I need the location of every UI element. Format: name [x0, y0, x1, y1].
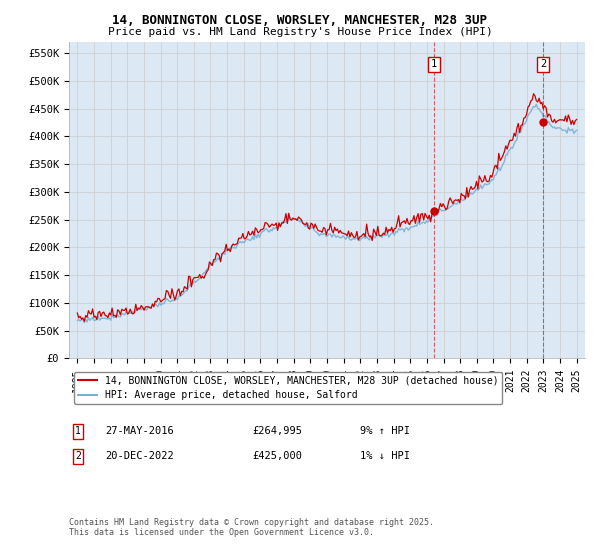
Legend: 14, BONNINGTON CLOSE, WORSLEY, MANCHESTER, M28 3UP (detached house), HPI: Averag: 14, BONNINGTON CLOSE, WORSLEY, MANCHESTE…: [74, 372, 502, 404]
Text: £264,995: £264,995: [252, 426, 302, 436]
Text: 20-DEC-2022: 20-DEC-2022: [105, 451, 174, 461]
Text: 9% ↑ HPI: 9% ↑ HPI: [360, 426, 410, 436]
Text: 2: 2: [540, 59, 546, 69]
Text: Contains HM Land Registry data © Crown copyright and database right 2025.
This d: Contains HM Land Registry data © Crown c…: [69, 518, 434, 538]
Text: 1: 1: [431, 59, 437, 69]
Text: £425,000: £425,000: [252, 451, 302, 461]
Text: 27-MAY-2016: 27-MAY-2016: [105, 426, 174, 436]
Text: 1% ↓ HPI: 1% ↓ HPI: [360, 451, 410, 461]
Text: Price paid vs. HM Land Registry's House Price Index (HPI): Price paid vs. HM Land Registry's House …: [107, 27, 493, 37]
Text: 1: 1: [75, 426, 81, 436]
Text: 14, BONNINGTON CLOSE, WORSLEY, MANCHESTER, M28 3UP: 14, BONNINGTON CLOSE, WORSLEY, MANCHESTE…: [113, 14, 487, 27]
Text: 2: 2: [75, 451, 81, 461]
